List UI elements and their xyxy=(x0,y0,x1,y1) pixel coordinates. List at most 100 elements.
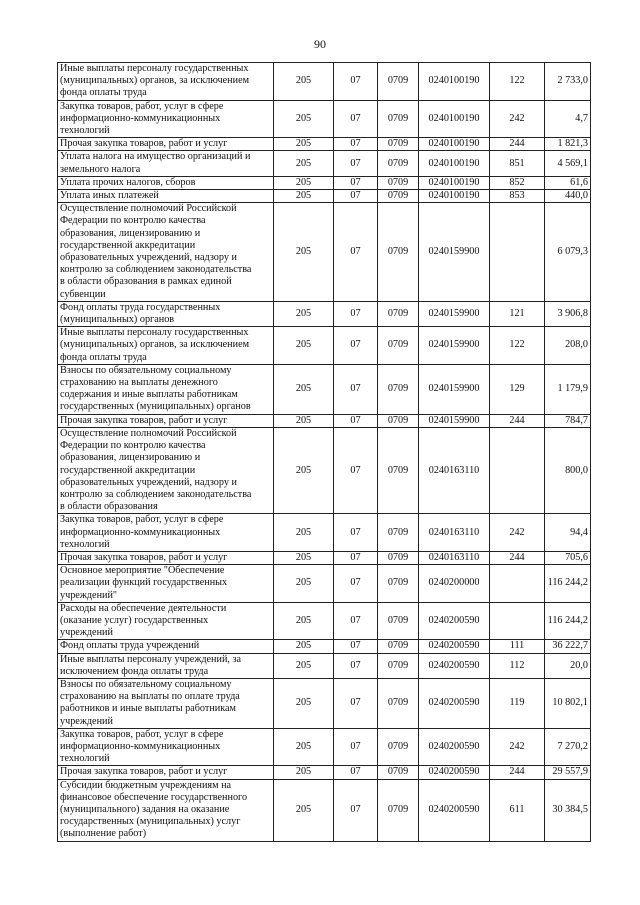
expense-type-code: 112 xyxy=(489,652,545,679)
ved-code: 205 xyxy=(273,778,334,842)
amount: 116 244,2 xyxy=(544,601,591,641)
table-row: Основное мероприятие "Обеспечение реализ… xyxy=(57,564,591,603)
row-description: Иные выплаты персоналу государственных (… xyxy=(57,62,274,101)
table-row: Прочая закупка товаров, работ и услуг 205… xyxy=(57,137,591,152)
section-code: 07 xyxy=(333,99,378,139)
amount: 4,7 xyxy=(544,99,591,139)
ved-code: 205 xyxy=(273,513,334,552)
row-description: Фонд оплаты труда учреждений xyxy=(57,639,274,654)
amount: 4 569,1 xyxy=(544,150,591,177)
table-row: Фонд оплаты труда учреждений 205 07 0709 024… xyxy=(57,639,591,654)
amount: 116 244,2 xyxy=(544,564,591,603)
row-description: Прочая закупка товаров, работ и услуг xyxy=(57,550,274,566)
section-code: 07 xyxy=(333,677,378,729)
budget-table: Иные выплаты персоналу государственных (… xyxy=(57,62,591,842)
section-code: 07 xyxy=(333,601,378,641)
amount: 2 733,0 xyxy=(544,62,591,101)
subsection-code: 0709 xyxy=(377,363,419,415)
section-code: 07 xyxy=(333,189,378,204)
section-code: 07 xyxy=(333,363,378,415)
amount: 6 079,3 xyxy=(544,202,591,302)
ved-code: 205 xyxy=(273,639,334,654)
ved-code: 205 xyxy=(273,601,334,641)
section-code: 07 xyxy=(333,765,378,780)
table-row: Взносы по обязательному социальному стра… xyxy=(57,363,591,415)
row-description: Прочая закупка товаров, работ и услуг xyxy=(57,137,274,152)
table-row: Уплата иных платежей 205 07 0709 0240100190 8… xyxy=(57,189,591,204)
section-code: 07 xyxy=(333,652,378,679)
section-code: 07 xyxy=(333,326,378,365)
table-row: Расходы на обеспечение деятельности (ока… xyxy=(57,601,591,641)
subsection-code: 0709 xyxy=(377,150,419,177)
expense-type-code: 611 xyxy=(489,778,545,842)
table-row: Иные выплаты персоналу учреждений, за ис… xyxy=(57,652,591,679)
subsection-code: 0709 xyxy=(377,426,419,515)
subsection-code: 0709 xyxy=(377,639,419,654)
section-code: 07 xyxy=(333,778,378,842)
table-row: Иные выплаты персоналу государственных (… xyxy=(57,62,591,101)
expense-type-code: 121 xyxy=(489,300,545,328)
expense-type-code xyxy=(489,202,545,302)
section-code: 07 xyxy=(333,564,378,603)
target-article-code: 0240163110 xyxy=(418,426,490,515)
expense-type-code: 119 xyxy=(489,677,545,729)
target-article-code: 0240159900 xyxy=(418,202,490,302)
target-article-code: 0240159900 xyxy=(418,413,490,428)
ved-code: 205 xyxy=(273,550,334,566)
amount: 36 222,7 xyxy=(544,639,591,654)
row-description: Закупка товаров, работ, услуг в сфере ин… xyxy=(57,99,274,139)
table-row: Осуществление полномочий Российской Феде… xyxy=(57,202,591,302)
subsection-code: 0709 xyxy=(377,765,419,780)
subsection-code: 0709 xyxy=(377,99,419,139)
target-article-code: 0240100190 xyxy=(418,189,490,204)
row-description: Иные выплаты персоналу государственных (… xyxy=(57,326,274,365)
ved-code: 205 xyxy=(273,652,334,679)
subsection-code: 0709 xyxy=(377,326,419,365)
section-code: 07 xyxy=(333,300,378,328)
expense-type-code: 853 xyxy=(489,189,545,204)
expense-type-code xyxy=(489,426,545,515)
amount: 7 270,2 xyxy=(544,727,591,767)
expense-type-code: 122 xyxy=(489,62,545,101)
expense-type-code: 129 xyxy=(489,363,545,415)
target-article-code: 0240100190 xyxy=(418,137,490,152)
section-code: 07 xyxy=(333,150,378,177)
table-row: Иные выплаты персоналу государственных (… xyxy=(57,326,591,365)
row-description: Иные выплаты персоналу учреждений, за ис… xyxy=(57,652,274,679)
target-article-code: 0240100190 xyxy=(418,99,490,139)
expense-type-code: 244 xyxy=(489,137,545,152)
amount: 3 906,8 xyxy=(544,300,591,328)
row-description: Уплата налога на имущество организаций и… xyxy=(57,150,274,177)
target-article-code: 0240100190 xyxy=(418,150,490,177)
row-description: Закупка товаров, работ, услуг в сфере ин… xyxy=(57,513,274,552)
expense-type-code: 122 xyxy=(489,326,545,365)
ved-code: 205 xyxy=(273,363,334,415)
amount: 1 179,9 xyxy=(544,363,591,415)
row-description: Осуществление полномочий Российской Феде… xyxy=(57,426,274,515)
section-code: 07 xyxy=(333,639,378,654)
target-article-code: 0240163110 xyxy=(418,550,490,566)
expense-type-code: 852 xyxy=(489,175,545,191)
subsection-code: 0709 xyxy=(377,137,419,152)
section-code: 07 xyxy=(333,513,378,552)
page-number: 90 xyxy=(314,37,326,51)
target-article-code: 0240159900 xyxy=(418,300,490,328)
table-row: Прочая закупка товаров, работ и услуг 205… xyxy=(57,765,591,780)
target-article-code: 0240200590 xyxy=(418,677,490,729)
row-description: Субсидии бюджетным учреждениям на финанс… xyxy=(57,778,274,842)
amount: 208,0 xyxy=(544,326,591,365)
row-description: Взносы по обязательному социальному стра… xyxy=(57,363,274,415)
table-row: Уплата прочих налогов, сборов 205 07 0709 02… xyxy=(57,175,591,191)
subsection-code: 0709 xyxy=(377,652,419,679)
target-article-code: 0240200590 xyxy=(418,778,490,842)
ved-code: 205 xyxy=(273,413,334,428)
ved-code: 205 xyxy=(273,564,334,603)
row-description: Взносы по обязательному социальному стра… xyxy=(57,677,274,729)
expense-type-code: 242 xyxy=(489,513,545,552)
target-article-code: 0240200590 xyxy=(418,639,490,654)
amount: 29 557,9 xyxy=(544,765,591,780)
table-row: Фонд оплаты труда государственных (муниц… xyxy=(57,300,591,328)
amount: 784,7 xyxy=(544,413,591,428)
row-description: Расходы на обеспечение деятельности (ока… xyxy=(57,601,274,641)
row-description: Уплата прочих налогов, сборов xyxy=(57,175,274,191)
